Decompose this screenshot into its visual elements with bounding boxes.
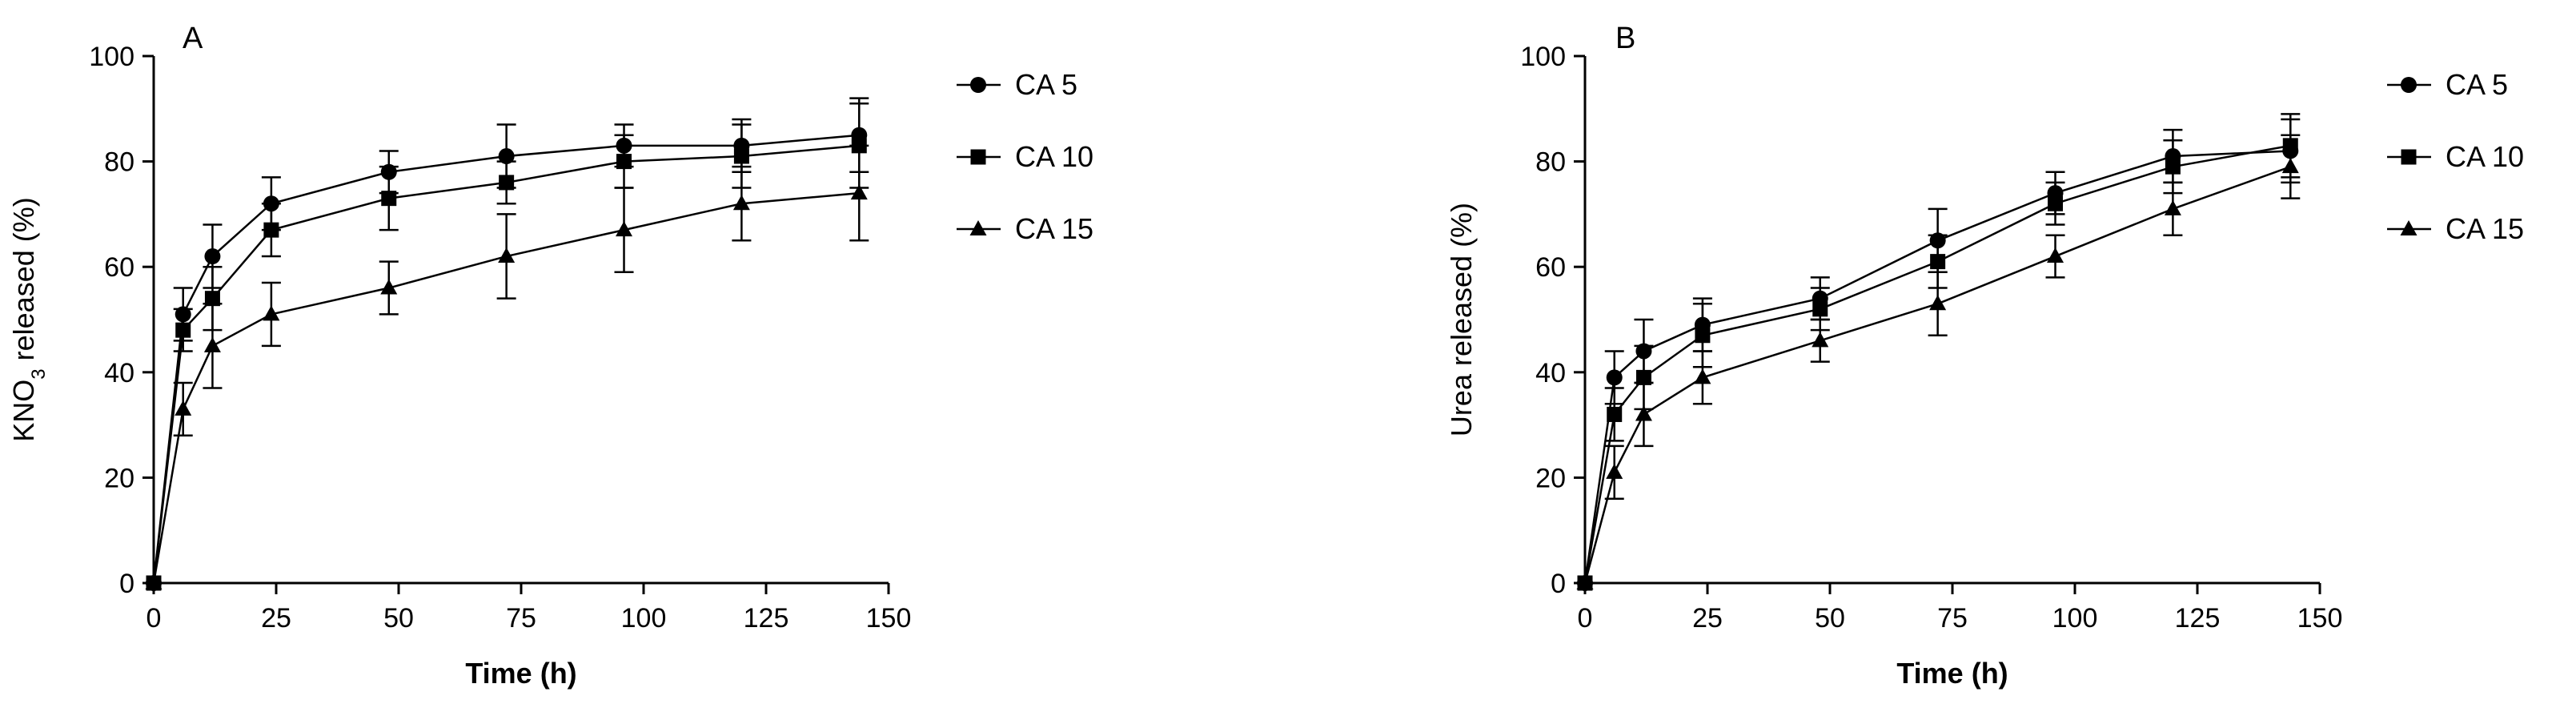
- legend-marker: [2400, 220, 2418, 235]
- x-tick-label: 125: [2175, 603, 2221, 634]
- chart-panel-a: 0 25 50 75 100 125 150 0 20 40 60 80 100 Time (h) KNO3…: [7, 22, 1093, 690]
- data-point: [1635, 369, 1651, 385]
- data-point: [175, 400, 192, 416]
- data-point: [263, 222, 279, 238]
- legend-label: CA 5: [2446, 68, 2508, 101]
- y-axis-label-part: released (%): [7, 197, 40, 368]
- data-point: [204, 291, 220, 307]
- y-axis-label-subscript: 3: [28, 368, 50, 379]
- data-point: [381, 191, 397, 207]
- x-tick-label: 75: [1937, 603, 1968, 634]
- y-tick-label: 40: [1535, 358, 1566, 388]
- y-axis-label-part: KNO: [7, 380, 40, 442]
- y-axis-label: Urea released (%): [1445, 203, 1478, 436]
- data-point: [1812, 301, 1828, 317]
- data-point: [616, 154, 632, 170]
- x-tick-label: 100: [621, 603, 667, 634]
- legend-entry: CA 5: [957, 68, 1077, 101]
- y-tick-label: 60: [1535, 252, 1566, 283]
- data-point: [1695, 328, 1711, 344]
- y-tick-label: 80: [1535, 147, 1566, 178]
- data-point: [145, 574, 163, 589]
- series-ca-15: [145, 144, 869, 589]
- data-point: [498, 247, 516, 263]
- legend-label: CA 15: [1015, 212, 1093, 245]
- legend-entry: CA 10: [957, 140, 1093, 173]
- x-tick-label: 50: [383, 603, 414, 634]
- legend-marker: [970, 77, 986, 93]
- y-tick-label: 80: [104, 147, 134, 178]
- x-axis-label: Time (h): [1896, 657, 2008, 690]
- legend-label: CA 10: [2446, 140, 2524, 173]
- data-point: [2281, 158, 2299, 174]
- legend-entry: CA 5: [2387, 68, 2508, 101]
- y-tick-label: 20: [1535, 463, 1566, 493]
- data-point: [616, 221, 633, 237]
- x-tick-label: 50: [1815, 603, 1845, 634]
- y-tick-label: 100: [89, 42, 134, 72]
- panel-label: B: [1615, 22, 1635, 55]
- x-axis-label: Time (h): [465, 657, 576, 690]
- data-point: [204, 248, 221, 265]
- y-tick-label: 60: [104, 252, 134, 283]
- y-tick-label: 40: [104, 358, 134, 388]
- data-point: [2165, 159, 2181, 175]
- series-ca-15: [1576, 134, 2301, 589]
- data-point: [1607, 406, 1623, 422]
- legend-marker: [970, 149, 986, 165]
- data-point: [1929, 295, 1947, 311]
- data-point: [733, 148, 749, 164]
- chart-panel-b: 0 25 50 75 100 125 150 0 20 40 60 80 100 Time (h) Urea…: [1445, 22, 2524, 690]
- data-point: [1694, 368, 1711, 384]
- data-point: [498, 148, 515, 165]
- series-ca-5: [1577, 118, 2301, 591]
- data-point: [1576, 574, 1594, 589]
- x-tick-label: 100: [2052, 603, 2098, 634]
- legend-marker: [2401, 149, 2417, 165]
- legend-entry: CA 15: [957, 212, 1093, 245]
- y-axis-label: KNO3 released (%): [7, 197, 50, 441]
- x-tick-label: 25: [261, 603, 291, 634]
- y-tick-label: 0: [1551, 569, 1566, 599]
- x-tick-label: 150: [866, 603, 912, 634]
- data-point: [380, 279, 398, 295]
- data-point: [175, 322, 191, 338]
- x-tick-label: 150: [2297, 603, 2343, 634]
- x-tick-label: 125: [744, 603, 789, 634]
- legend-marker: [2401, 77, 2417, 93]
- data-point: [263, 305, 280, 321]
- y-tick-label: 100: [1520, 42, 1566, 72]
- data-point: [2047, 247, 2064, 263]
- data-point: [1930, 254, 1946, 270]
- x-tick-label: 0: [1578, 603, 1593, 634]
- data-point: [1606, 463, 1623, 479]
- y-tick-label: 20: [104, 463, 134, 493]
- data-point: [1812, 332, 1829, 348]
- x-tick-label: 0: [146, 603, 162, 634]
- series-line: [152, 144, 860, 584]
- panel-label: A: [183, 22, 203, 55]
- data-point: [499, 175, 515, 191]
- x-tick-label: 75: [506, 603, 536, 634]
- data-point: [1635, 405, 1652, 421]
- x-tick-label: 25: [1692, 603, 1723, 634]
- data-point: [1606, 369, 1623, 386]
- series-ca-10: [1577, 113, 2301, 591]
- legend-label: CA 5: [1015, 68, 1077, 101]
- y-tick-label: 0: [119, 569, 134, 599]
- data-point: [732, 195, 750, 211]
- data-point: [2164, 199, 2181, 215]
- legend-marker: [969, 220, 987, 235]
- data-point: [850, 184, 868, 200]
- legend-entry: CA 10: [2387, 140, 2524, 173]
- legend-label: CA 15: [2446, 212, 2524, 245]
- legend-label: CA 10: [1015, 140, 1093, 173]
- legend-entry: CA 15: [2387, 212, 2524, 245]
- data-point: [2048, 195, 2064, 211]
- data-point: [203, 336, 221, 352]
- series-ca-10: [146, 102, 869, 591]
